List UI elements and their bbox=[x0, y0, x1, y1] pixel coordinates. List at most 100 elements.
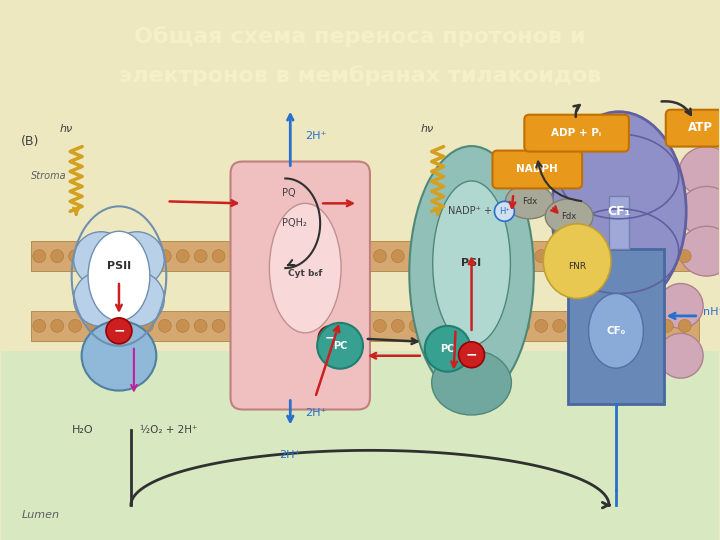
Text: 2H⁺: 2H⁺ bbox=[279, 450, 301, 461]
Text: CF₁: CF₁ bbox=[608, 205, 631, 218]
Ellipse shape bbox=[505, 184, 553, 219]
Ellipse shape bbox=[109, 272, 164, 326]
Text: Fdx: Fdx bbox=[522, 197, 537, 206]
Text: PQ: PQ bbox=[282, 188, 296, 198]
Ellipse shape bbox=[679, 226, 720, 276]
Circle shape bbox=[409, 249, 422, 262]
Text: электронов в мембранах тилакоидов: электронов в мембранах тилакоидов bbox=[119, 65, 601, 86]
Circle shape bbox=[86, 249, 99, 262]
Circle shape bbox=[459, 342, 485, 368]
Text: H₂O: H₂O bbox=[72, 426, 94, 435]
Circle shape bbox=[553, 319, 566, 332]
Circle shape bbox=[104, 249, 117, 262]
Circle shape bbox=[499, 319, 512, 332]
Circle shape bbox=[158, 249, 171, 262]
Circle shape bbox=[374, 249, 387, 262]
Circle shape bbox=[588, 249, 601, 262]
FancyBboxPatch shape bbox=[524, 114, 629, 152]
Circle shape bbox=[33, 249, 46, 262]
Circle shape bbox=[284, 319, 297, 332]
Ellipse shape bbox=[679, 186, 720, 236]
Text: NADP⁺ +: NADP⁺ + bbox=[448, 206, 492, 217]
Text: ½O₂ + 2H⁺: ½O₂ + 2H⁺ bbox=[140, 426, 197, 435]
Text: 2H⁺: 2H⁺ bbox=[305, 408, 327, 417]
Text: −: − bbox=[466, 348, 477, 362]
Circle shape bbox=[409, 319, 422, 332]
Ellipse shape bbox=[269, 204, 341, 333]
Circle shape bbox=[427, 249, 440, 262]
Ellipse shape bbox=[544, 224, 611, 299]
FancyBboxPatch shape bbox=[568, 249, 664, 403]
Bar bbox=[32, 311, 698, 341]
Ellipse shape bbox=[409, 146, 534, 400]
Circle shape bbox=[553, 249, 566, 262]
Circle shape bbox=[642, 249, 655, 262]
Text: PC: PC bbox=[441, 344, 455, 354]
Bar bbox=[1, 92, 719, 351]
Circle shape bbox=[302, 319, 315, 332]
Ellipse shape bbox=[73, 232, 128, 287]
Circle shape bbox=[678, 249, 691, 262]
Circle shape bbox=[248, 249, 261, 262]
Ellipse shape bbox=[679, 146, 720, 197]
Circle shape bbox=[445, 319, 458, 332]
Text: −: − bbox=[325, 332, 336, 345]
Circle shape bbox=[499, 249, 512, 262]
Circle shape bbox=[68, 249, 81, 262]
Text: CF₀: CF₀ bbox=[606, 326, 626, 336]
Circle shape bbox=[284, 249, 297, 262]
Text: NADPH: NADPH bbox=[516, 165, 558, 174]
Ellipse shape bbox=[432, 350, 511, 415]
Circle shape bbox=[194, 249, 207, 262]
Circle shape bbox=[194, 319, 207, 332]
Ellipse shape bbox=[658, 333, 703, 378]
Text: hν: hν bbox=[421, 124, 434, 133]
Circle shape bbox=[86, 319, 99, 332]
Text: PQH₂: PQH₂ bbox=[282, 218, 307, 228]
Circle shape bbox=[535, 249, 548, 262]
Bar bbox=[32, 241, 698, 271]
Text: H⁺: H⁺ bbox=[499, 207, 510, 216]
Circle shape bbox=[517, 319, 530, 332]
Circle shape bbox=[318, 326, 342, 350]
Ellipse shape bbox=[73, 272, 128, 326]
Circle shape bbox=[50, 249, 63, 262]
Circle shape bbox=[392, 319, 405, 332]
Text: Lumen: Lumen bbox=[22, 510, 59, 520]
Circle shape bbox=[320, 249, 333, 262]
Circle shape bbox=[104, 319, 117, 332]
Circle shape bbox=[176, 319, 189, 332]
FancyBboxPatch shape bbox=[230, 161, 370, 409]
Circle shape bbox=[481, 249, 494, 262]
Circle shape bbox=[230, 249, 243, 262]
Circle shape bbox=[606, 319, 619, 332]
Circle shape bbox=[248, 319, 261, 332]
FancyBboxPatch shape bbox=[666, 110, 720, 146]
Circle shape bbox=[374, 319, 387, 332]
Ellipse shape bbox=[88, 231, 150, 321]
Text: PSII: PSII bbox=[107, 261, 131, 271]
Circle shape bbox=[660, 319, 673, 332]
Text: PC: PC bbox=[333, 341, 347, 351]
Circle shape bbox=[392, 249, 405, 262]
Bar bbox=[1, 351, 719, 540]
Circle shape bbox=[212, 249, 225, 262]
Circle shape bbox=[624, 249, 637, 262]
Text: Fdx: Fdx bbox=[562, 212, 577, 221]
Text: Общая схема переноса протонов и: Общая схема переноса протонов и bbox=[134, 26, 586, 47]
Text: FNR: FNR bbox=[568, 261, 586, 271]
Ellipse shape bbox=[588, 294, 644, 368]
Circle shape bbox=[106, 318, 132, 344]
Ellipse shape bbox=[545, 199, 593, 234]
Ellipse shape bbox=[433, 181, 510, 345]
Circle shape bbox=[230, 319, 243, 332]
Circle shape bbox=[302, 249, 315, 262]
Circle shape bbox=[535, 319, 548, 332]
Text: −: − bbox=[113, 324, 125, 338]
Text: nH⁺: nH⁺ bbox=[703, 307, 720, 317]
Text: PSI: PSI bbox=[462, 258, 482, 268]
Text: Cyt b₆f: Cyt b₆f bbox=[288, 268, 323, 278]
Circle shape bbox=[33, 319, 46, 332]
Ellipse shape bbox=[658, 284, 703, 328]
Text: Stroma: Stroma bbox=[32, 172, 67, 181]
